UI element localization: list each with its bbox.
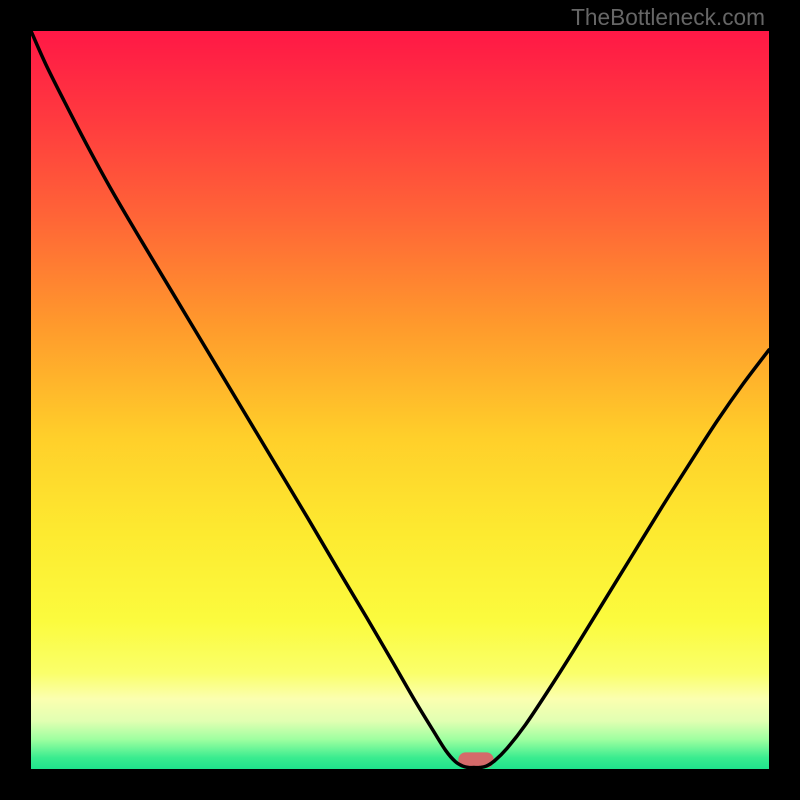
curve-layer (31, 31, 769, 769)
chart-container: TheBottleneck.com (0, 0, 800, 800)
plot-area (31, 31, 769, 769)
bottleneck-curve (31, 31, 769, 768)
attribution-text: TheBottleneck.com (571, 4, 765, 31)
